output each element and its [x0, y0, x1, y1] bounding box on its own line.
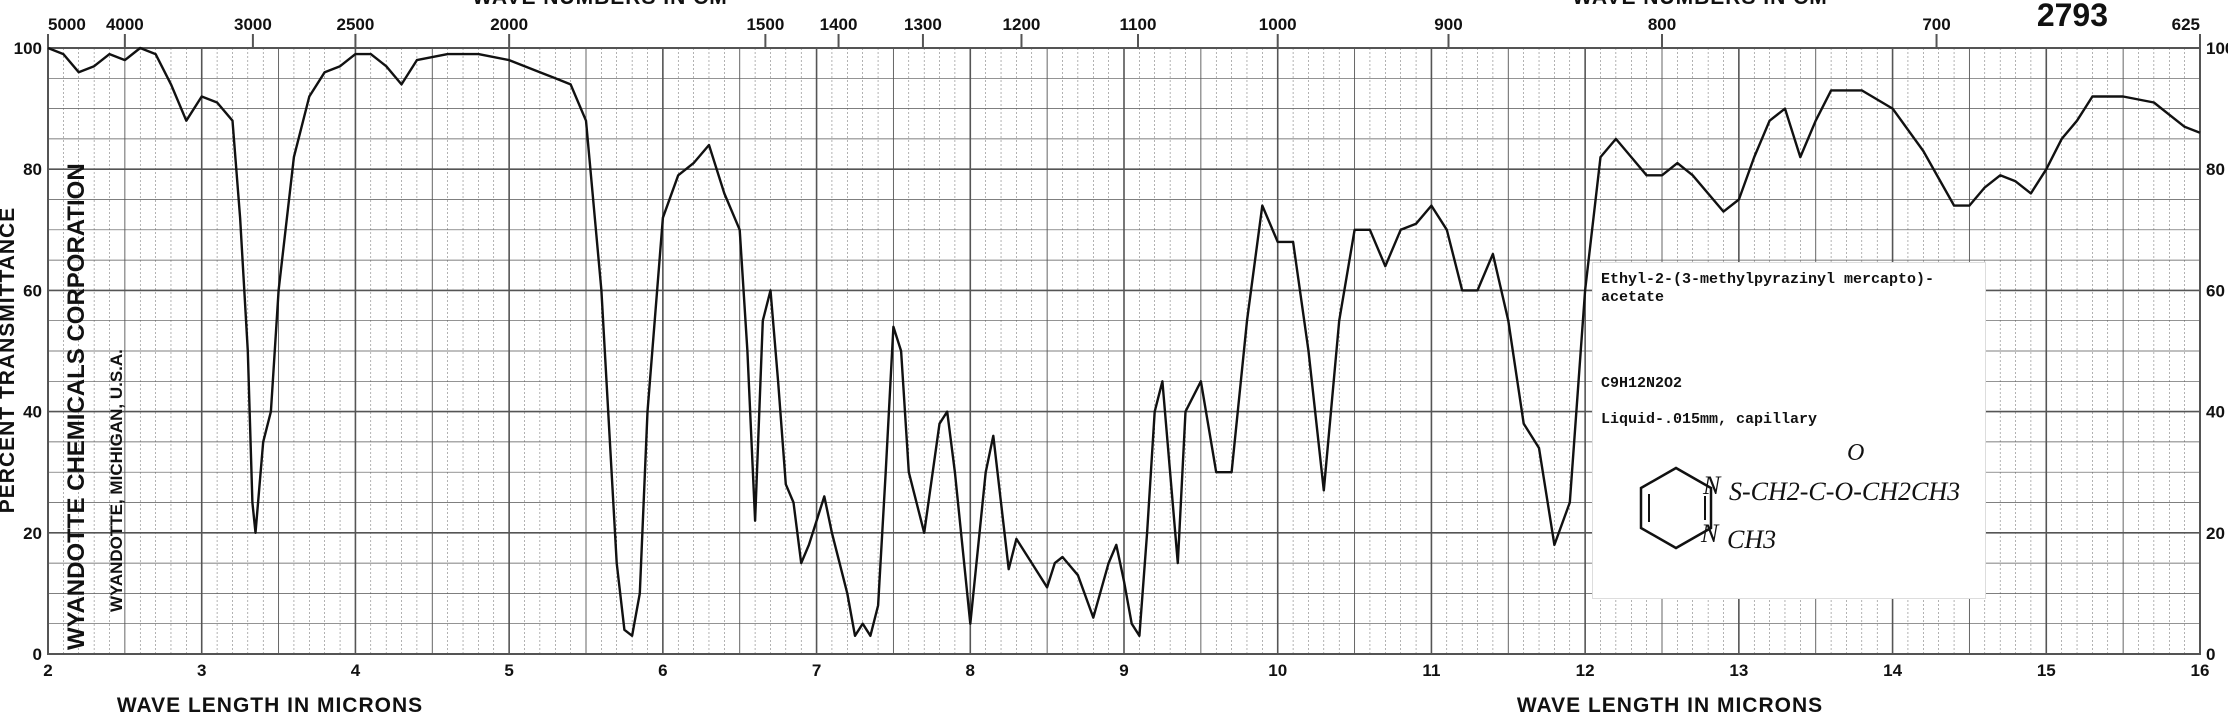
- top-tick-label: 1300: [904, 15, 942, 34]
- ring-nitrogen-top: N: [1702, 471, 1722, 500]
- y-axis-left: 0 20 40 60 80 100: [14, 39, 42, 664]
- top-tick-label: 1100: [1120, 15, 1157, 34]
- y-tick-label-right: 20: [2206, 524, 2225, 543]
- top-tick-label: 4000: [106, 15, 144, 34]
- x-tick-label: 13: [1729, 661, 1748, 680]
- x-tick-label: 9: [1119, 661, 1128, 680]
- top-axis-title-left: WAVE NUMBERS IN CM: [472, 0, 728, 9]
- top-tick-label: 1400: [820, 15, 858, 34]
- top-tick-label: 1000: [1259, 15, 1297, 34]
- x-tick-label: 8: [966, 661, 975, 680]
- x-axis-title-right: WAVE LENGTH IN MICRONS: [1517, 694, 1823, 717]
- x-tick-label: 11: [1422, 661, 1440, 680]
- x-tick-label: 5: [504, 661, 513, 680]
- y-tick-label-right: 0: [2206, 645, 2215, 664]
- sample-formula: C9H12N2O2: [1601, 375, 1683, 392]
- ring-nitrogen-bottom: N: [1700, 519, 1720, 548]
- carbonyl-oxygen: O: [1847, 440, 1864, 466]
- x-tick-label: 4: [351, 661, 361, 680]
- top-tick-label: 5000: [48, 15, 86, 34]
- y-tick-label-left: 80: [23, 160, 42, 179]
- y-tick-label-left: 20: [23, 524, 42, 543]
- top-tick-label: 625: [2172, 15, 2200, 34]
- x-tick-label: 16: [2191, 661, 2210, 680]
- x-tick-label: 6: [658, 661, 667, 680]
- x-axis: 2 3 4 5 6 7 8 9 10 11 12 13 14 15 16: [43, 661, 2209, 680]
- y-tick-label-right: 60: [2206, 281, 2225, 300]
- x-tick-label: 3: [197, 661, 206, 680]
- top-tick-label: 2500: [337, 15, 375, 34]
- top-tick-label: 900: [1434, 15, 1462, 34]
- y-axis-right: 0 20 40 60 80 100: [2206, 39, 2228, 664]
- y-tick-label-left: 60: [23, 281, 42, 300]
- top-tick-label: 700: [1922, 15, 1950, 34]
- spectrum-traces: [47, 46, 2201, 637]
- y-tick-label-left: 0: [33, 645, 42, 664]
- manufacturer-label: WYANDOTTE CHEMICALS CORPORATION: [63, 163, 90, 650]
- serial-number: 2793: [2037, 0, 2108, 33]
- y-tick-label-right: 80: [2206, 160, 2225, 179]
- y-tick-label-left: 100: [14, 39, 42, 58]
- top-tick-label: 2000: [490, 15, 528, 34]
- top-tick-label: 1200: [1003, 15, 1041, 34]
- x-tick-label: 15: [2037, 661, 2056, 680]
- manufacturer-location: WYANDOTTE, MICHIGAN, U.S.A.: [107, 349, 126, 612]
- top-tick-label: 1500: [746, 15, 784, 34]
- x-tick-label: 12: [1576, 661, 1595, 680]
- methyl-group: CH3: [1727, 525, 1776, 554]
- y-axis-title: PERCENT TRANSMITTANCE: [0, 207, 19, 513]
- chart-grid: [47, 47, 2201, 655]
- spectrum-line: [47, 46, 2201, 637]
- x-tick-label: 7: [812, 661, 821, 680]
- x-axis-title-left: WAVE LENGTH IN MICRONS: [117, 694, 423, 717]
- x-tick-label: 2: [43, 661, 52, 680]
- sample-name-line2: acetate: [1601, 289, 1665, 306]
- top-tick-label: 800: [1648, 15, 1676, 34]
- sample-info-panel: Ethyl-2-(3-methylpyrazinyl mercapto)- ac…: [1592, 262, 1986, 599]
- y-tick-label-left: 40: [23, 403, 42, 422]
- top-axis: 5000 4000 3000 2500 2000 1500 1400 1300 1200 1100…: [47, 15, 2201, 48]
- y-tick-label-right: 40: [2206, 403, 2225, 422]
- top-tick-label: 3000: [234, 15, 272, 34]
- sample-name-line1: Ethyl-2-(3-methylpyrazinyl mercapto)-: [1601, 271, 1935, 288]
- structure-drawing: N N O S-CH2-C-O-CH2CH3 CH3: [1639, 440, 1960, 554]
- sample-conditions: Liquid-.015mm, capillary: [1601, 411, 1818, 428]
- x-tick-label: 14: [1883, 661, 1902, 680]
- pyrazine-ring-icon: [1639, 466, 1713, 550]
- x-tick-label: 10: [1268, 661, 1287, 680]
- y-tick-label-right: 100: [2206, 39, 2228, 58]
- side-chain: S-CH2-C-O-CH2CH3: [1729, 477, 1960, 506]
- top-axis-title-right: WAVE NUMBERS IN CM: [1572, 0, 1828, 9]
